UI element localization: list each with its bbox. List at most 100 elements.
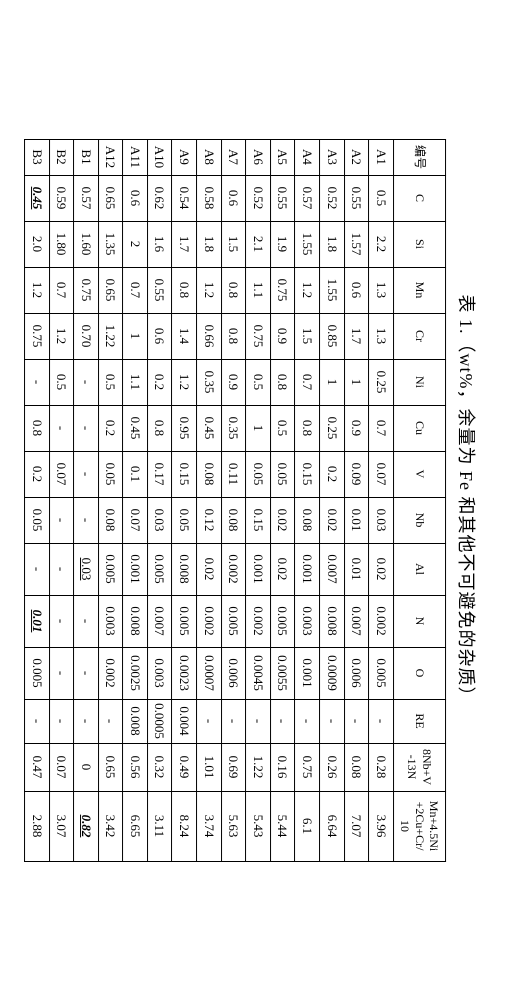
cell: 0.57	[295, 175, 320, 221]
cell: 3.74	[197, 791, 222, 861]
cell: -	[74, 699, 99, 743]
cell: 1.7	[172, 221, 197, 267]
cell: 0.17	[147, 451, 172, 497]
table-row: B10.571.600.750.70----0.03---00.82	[74, 139, 99, 861]
cell: 3.11	[147, 791, 172, 861]
cell: 0.65	[98, 743, 123, 791]
cell: -	[24, 543, 49, 595]
col-header: Ni	[393, 359, 445, 405]
cell: 0.45	[24, 175, 49, 221]
cell: 0.002	[197, 595, 222, 647]
cell: 1.55	[320, 267, 345, 313]
cell: 0.12	[197, 497, 222, 543]
col-header: RE	[393, 699, 445, 743]
cell: 0.02	[197, 543, 222, 595]
table-row: A110.620.711.10.450.10.070.0010.0080.002…	[123, 139, 148, 861]
cell: -	[24, 359, 49, 405]
cell: -	[98, 699, 123, 743]
row-label: A11	[123, 139, 148, 175]
data-table: 编号CSiMnCrNiCuVNbAlNORE8Nb+V-13NMn+4.5Ni+…	[24, 139, 446, 862]
row-label: B3	[24, 139, 49, 175]
cell: 0.08	[344, 743, 369, 791]
cell: 0.35	[197, 359, 222, 405]
cell: 0.002	[369, 595, 394, 647]
cell: 0.01	[344, 497, 369, 543]
cell: 0.5	[246, 359, 271, 405]
cell: 0.007	[320, 543, 345, 595]
cell: 0.004	[172, 699, 197, 743]
table-row: A20.551.570.61.710.90.090.010.010.0070.0…	[344, 139, 369, 861]
cell: 0.001	[295, 647, 320, 699]
cell: 0.82	[74, 791, 99, 861]
cell: 0.58	[197, 175, 222, 221]
cell: 0.001	[123, 543, 148, 595]
cell: 1	[320, 359, 345, 405]
cell: 5.43	[246, 791, 271, 861]
cell: 0.5	[98, 359, 123, 405]
cell: 1	[123, 313, 148, 359]
cell: 0.08	[197, 451, 222, 497]
col-header: Cu	[393, 405, 445, 451]
cell: -	[49, 699, 74, 743]
cell: 0.002	[98, 647, 123, 699]
cell: 0.005	[221, 595, 246, 647]
cell: 2.1	[246, 221, 271, 267]
cell: 5.63	[221, 791, 246, 861]
cell: 0.07	[369, 451, 394, 497]
cell: 0.08	[295, 497, 320, 543]
cell: 0.007	[147, 595, 172, 647]
cell: -	[295, 699, 320, 743]
cell: 0.006	[344, 647, 369, 699]
cell: 0.6	[147, 313, 172, 359]
table-row: A30.521.81.550.8510.250.20.020.0070.0080…	[320, 139, 345, 861]
cell: 0.95	[172, 405, 197, 451]
cell: 0.9	[344, 405, 369, 451]
cell: 1.55	[295, 221, 320, 267]
cell: 0.006	[221, 647, 246, 699]
cell: 1.35	[98, 221, 123, 267]
row-label: A3	[320, 139, 345, 175]
cell: 0.57	[74, 175, 99, 221]
row-label: A12	[98, 139, 123, 175]
cell: -	[221, 699, 246, 743]
cell: 0.8	[221, 313, 246, 359]
col-header: Mn+4.5Ni+2Cu+Cr/10	[393, 791, 445, 861]
cell: 0.52	[320, 175, 345, 221]
cell: 1.3	[369, 313, 394, 359]
cell: 1.4	[172, 313, 197, 359]
cell: 0.2	[24, 451, 49, 497]
cell: 0.003	[147, 647, 172, 699]
cell: 3.96	[369, 791, 394, 861]
cell: -	[246, 699, 271, 743]
col-header: C	[393, 175, 445, 221]
table-row: A60.522.11.10.750.510.050.150.0010.0020.…	[246, 139, 271, 861]
cell: 0.005	[369, 647, 394, 699]
cell: 6.1	[295, 791, 320, 861]
cell: 0.2	[98, 405, 123, 451]
cell: 0.8	[24, 405, 49, 451]
cell: 0.05	[172, 497, 197, 543]
cell: 0.49	[172, 743, 197, 791]
cell: -	[49, 497, 74, 543]
cell: -	[74, 405, 99, 451]
cell: 0.75	[24, 313, 49, 359]
cell: 1.2	[172, 359, 197, 405]
cell: 0.002	[221, 543, 246, 595]
cell: 0.05	[98, 451, 123, 497]
cell: 0.65	[98, 175, 123, 221]
cell: 0.26	[320, 743, 345, 791]
cell: 0.70	[74, 313, 99, 359]
cell: 0.65	[98, 267, 123, 313]
cell: 2	[123, 221, 148, 267]
cell: 6.65	[123, 791, 148, 861]
cell: 1.2	[295, 267, 320, 313]
cell: 0.0005	[147, 699, 172, 743]
col-header: Cr	[393, 313, 445, 359]
cell: 0.02	[320, 497, 345, 543]
col-header: Nb	[393, 497, 445, 543]
cell: 1.6	[147, 221, 172, 267]
cell: 0.03	[369, 497, 394, 543]
cell: 3.07	[49, 791, 74, 861]
cell: 0.05	[246, 451, 271, 497]
cell: 1.3	[369, 267, 394, 313]
